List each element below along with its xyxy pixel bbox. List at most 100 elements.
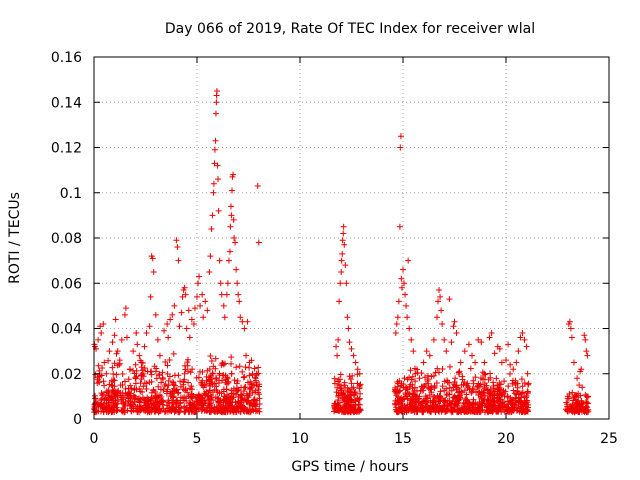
data-point (218, 390, 225, 397)
data-point (473, 383, 480, 390)
data-point (439, 383, 446, 390)
data-point (186, 334, 193, 341)
data-point (182, 366, 189, 373)
data-point (448, 339, 455, 346)
data-point (456, 407, 463, 414)
data-point (484, 387, 491, 394)
data-point (477, 391, 484, 398)
data-point (574, 400, 581, 407)
data-point (123, 334, 130, 341)
data-point (118, 336, 125, 343)
data-point (161, 383, 168, 390)
data-point (139, 360, 146, 366)
data-point (426, 385, 433, 392)
data-point (196, 368, 203, 375)
data-point (163, 388, 170, 395)
data-point (455, 397, 462, 404)
data-point (491, 398, 498, 405)
data-point (518, 376, 525, 383)
data-point (239, 405, 246, 412)
data-point (136, 403, 143, 410)
data-point (401, 375, 408, 382)
data-point (473, 389, 480, 396)
data-point (194, 401, 201, 408)
data-point (439, 406, 446, 413)
data-point (246, 386, 253, 393)
data-point (394, 396, 401, 403)
data-point (441, 399, 448, 406)
data-point (216, 370, 223, 377)
data-point (218, 291, 225, 298)
data-point (478, 395, 485, 402)
data-point (421, 374, 428, 381)
data-point (345, 325, 352, 332)
data-point (216, 398, 223, 405)
data-point (437, 388, 444, 395)
data-point (337, 371, 344, 378)
data-point (568, 334, 575, 341)
data-point (334, 352, 341, 359)
data-point (490, 398, 497, 405)
data-point (509, 380, 516, 387)
data-point (225, 257, 232, 264)
data-point (183, 325, 190, 332)
x-tick-label: 25 (600, 431, 618, 447)
data-point (244, 318, 251, 325)
data-point (165, 334, 172, 341)
data-point (458, 388, 465, 395)
data-point (147, 368, 154, 375)
data-point (524, 388, 531, 395)
data-point (347, 409, 354, 416)
data-point (240, 403, 247, 410)
data-point (415, 404, 422, 411)
data-point (516, 397, 523, 404)
data-point (444, 379, 451, 386)
data-point (439, 365, 446, 372)
data-point (96, 372, 103, 379)
data-point (242, 364, 249, 371)
data-point (156, 405, 163, 412)
data-point (132, 361, 139, 368)
data-point (135, 395, 142, 402)
data-point (201, 390, 208, 397)
data-point (449, 398, 456, 405)
data-point (403, 302, 410, 309)
data-point (435, 408, 442, 415)
data-point (194, 293, 200, 300)
data-point (461, 400, 468, 407)
data-point (202, 298, 209, 305)
data-point (152, 388, 159, 395)
data-point (203, 377, 210, 384)
y-tick-label: 0.1 (60, 186, 82, 202)
data-point (137, 380, 144, 387)
data-point (574, 375, 581, 382)
data-point (204, 367, 211, 374)
data-point (145, 406, 152, 413)
data-point (498, 359, 505, 366)
data-point (243, 352, 250, 359)
data-point (212, 365, 219, 372)
data-point (234, 378, 241, 385)
data-point (505, 383, 512, 390)
data-point (394, 388, 401, 395)
data-point (209, 407, 216, 414)
data-point (175, 408, 182, 415)
data-point (146, 323, 153, 330)
data-point (237, 391, 244, 398)
data-point (98, 395, 105, 402)
data-point (331, 375, 338, 382)
data-point (343, 280, 350, 287)
data-point (420, 359, 427, 366)
data-point (584, 393, 591, 400)
data-point (485, 397, 492, 404)
data-point (337, 382, 344, 389)
data-point (504, 393, 511, 400)
data-point (229, 398, 236, 405)
data-point (334, 400, 341, 407)
data-point (195, 280, 202, 287)
data-point (229, 187, 236, 194)
data-point (357, 381, 364, 388)
data-point (486, 390, 493, 397)
data-point (223, 386, 230, 393)
